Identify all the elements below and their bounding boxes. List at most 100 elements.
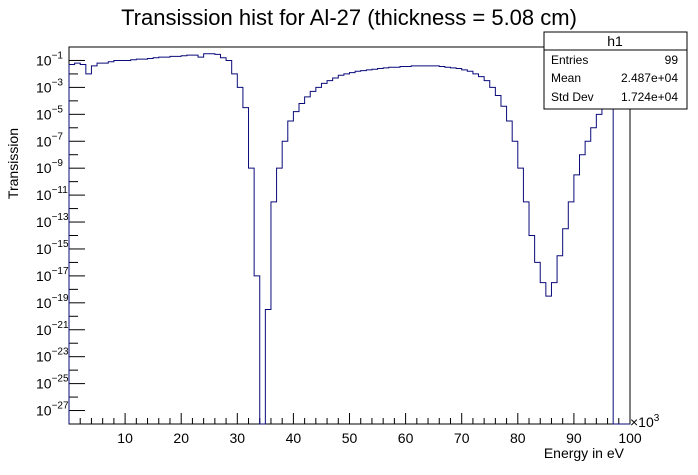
- histogram-bin: [568, 202, 574, 424]
- x-axis-multiplier-exponent: 3: [654, 413, 660, 424]
- y-tick-label: 10−23: [36, 347, 69, 365]
- x-tick-label: 10: [117, 430, 133, 446]
- x-tick-label: 50: [342, 430, 358, 446]
- histogram-bin: [119, 60, 125, 424]
- stats-entries-value: 99: [665, 53, 679, 67]
- x-tick-label: 80: [510, 430, 526, 446]
- histogram-bin: [383, 68, 389, 424]
- histogram-bin: [512, 141, 518, 424]
- x-tick-label: 20: [173, 430, 189, 446]
- histogram-bin: [321, 83, 327, 424]
- x-tick-label: 40: [286, 430, 302, 446]
- histogram-bin: [596, 114, 602, 424]
- histogram-bin: [366, 70, 372, 424]
- histogram-bin: [97, 63, 103, 424]
- histogram-bin: [333, 78, 339, 424]
- histogram-bin: [378, 69, 384, 424]
- x-tick-label: 90: [566, 430, 582, 446]
- histogram-bin: [518, 168, 524, 424]
- histogram-bin: [344, 74, 350, 424]
- x-axis-multiplier: ×103: [630, 413, 660, 430]
- histogram-bin: [585, 141, 591, 424]
- stats-stddev-label: Std Dev: [551, 90, 594, 104]
- histogram-bin: [574, 175, 580, 424]
- histogram-bin: [198, 57, 204, 424]
- histogram-bin: [372, 69, 378, 424]
- x-axis-multiplier-base: ×10: [630, 414, 654, 430]
- stats-mean-label: Mean: [551, 71, 581, 85]
- histogram-bin: [164, 57, 170, 424]
- histogram-bin: [243, 108, 249, 424]
- histogram-bin: [551, 283, 557, 424]
- histogram-bins: [69, 54, 613, 424]
- y-axis-ticks: [69, 60, 85, 410]
- histogram-bin: [80, 65, 86, 424]
- histogram-bin: [355, 71, 361, 424]
- histogram-bin: [490, 87, 496, 424]
- histogram-bin: [86, 74, 92, 424]
- histogram-bin: [148, 58, 154, 424]
- y-tick-label: 10−13: [36, 212, 69, 230]
- histogram-bin: [361, 71, 367, 424]
- histogram-bin: [299, 104, 305, 424]
- histogram-bin: [153, 58, 159, 424]
- histogram-bin: [181, 56, 187, 424]
- histogram-bin: [136, 59, 142, 424]
- histogram-bin: [271, 202, 277, 424]
- histogram-bin: [540, 283, 546, 424]
- histogram-bin: [580, 155, 586, 424]
- histogram-bin: [557, 256, 563, 424]
- y-tick-label: 10−15: [36, 239, 69, 257]
- y-tick-label: 10−5: [36, 104, 63, 122]
- histogram-bin: [131, 60, 137, 424]
- y-tick-label: 10−17: [36, 266, 69, 284]
- histogram-bin: [473, 74, 479, 424]
- stats-mean-value: 2.487e+04: [621, 71, 678, 85]
- histogram-bin: [411, 66, 417, 424]
- histogram-bin: [507, 121, 513, 424]
- y-tick-label: 10−1: [36, 50, 63, 68]
- histogram-bin: [428, 66, 434, 424]
- histogram-bin: [125, 60, 131, 424]
- histogram-bin: [495, 95, 501, 424]
- y-tick-label: 10−27: [36, 401, 69, 419]
- histogram-bin: [159, 57, 165, 424]
- histogram-bin: [546, 296, 552, 424]
- histogram-bin: [232, 74, 238, 424]
- y-tick-label: 10−21: [36, 320, 69, 338]
- y-tick-label: 10−3: [36, 77, 63, 95]
- histogram-bin: [114, 60, 120, 424]
- histogram-bin: [176, 56, 182, 424]
- x-tick-label: 70: [454, 430, 470, 446]
- histogram-bin: [108, 62, 114, 424]
- stats-box-title: h1: [607, 33, 623, 49]
- histogram-bin: [170, 56, 176, 424]
- histogram-bin: [350, 73, 356, 424]
- histogram-bin: [479, 77, 485, 424]
- chart-title: Transission hist for Al-27 (thickness = …: [121, 5, 577, 30]
- histogram-bin: [282, 141, 288, 424]
- y-axis-label: Transission: [5, 128, 21, 199]
- x-tick-label: 30: [230, 430, 246, 446]
- histogram-bin: [523, 202, 529, 424]
- x-axis-ticks: [80, 413, 619, 424]
- histogram-bin: [462, 70, 468, 424]
- histogram-bin: [529, 236, 535, 425]
- histogram-bin: [467, 71, 473, 424]
- histogram-bin: [91, 66, 97, 424]
- histogram-bin: [310, 91, 316, 424]
- histogram-bin: [192, 55, 198, 424]
- histogram-bin: [400, 67, 406, 424]
- histogram-bin: [394, 67, 400, 424]
- histogram-bin: [204, 54, 210, 424]
- histogram-bin: [249, 168, 255, 424]
- stats-box: h1 Entries 99 Mean 2.487e+04 Std Dev 1.7…: [544, 32, 687, 109]
- histogram-bin: [187, 55, 193, 424]
- histogram-bin: [237, 87, 243, 424]
- y-tick-label: 10−19: [36, 293, 69, 311]
- histogram-bin: [103, 63, 109, 424]
- histogram-bin: [439, 67, 445, 424]
- histogram-bin: [327, 81, 333, 424]
- histogram-bin: [265, 310, 271, 424]
- histogram-bin: [591, 128, 597, 424]
